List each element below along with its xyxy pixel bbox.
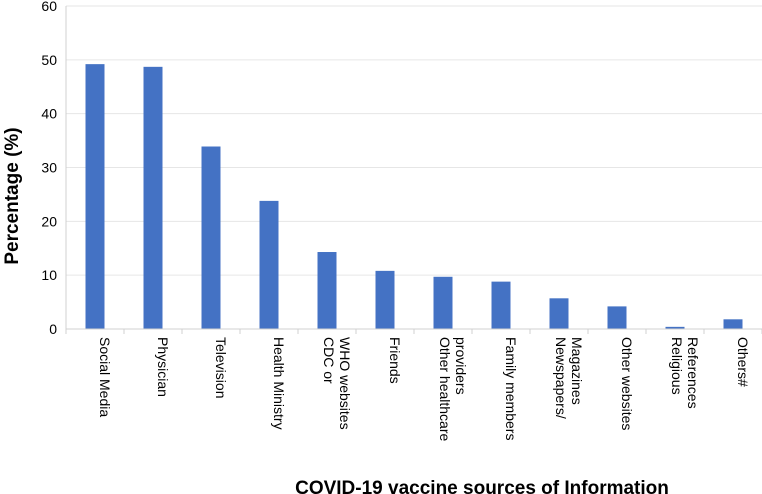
x-category-label: CDC or <box>321 337 337 384</box>
bar <box>549 298 569 329</box>
x-category-label: Magazines <box>569 337 585 405</box>
x-category-label: Television <box>213 337 229 398</box>
bar <box>201 146 221 329</box>
y-tick-label: 60 <box>41 0 57 14</box>
bar <box>433 276 453 329</box>
x-axis-title: COVID-19 vaccine sources of Information <box>295 478 669 494</box>
bar <box>607 306 627 329</box>
x-category-label: Physician <box>155 337 171 397</box>
bar <box>259 200 279 329</box>
y-tick-labels: 0 10 20 30 40 50 60 <box>41 0 57 337</box>
bar <box>375 270 395 329</box>
gridlines <box>66 5 762 276</box>
y-tick-label: 50 <box>41 52 57 68</box>
bars <box>85 64 743 329</box>
y-tick-label: 20 <box>41 213 57 229</box>
x-category-label: Social Media <box>97 337 113 417</box>
bar <box>85 64 105 329</box>
x-category-label: Other healthcare <box>437 337 453 441</box>
bar <box>143 66 163 329</box>
bar <box>491 281 511 329</box>
bar <box>723 319 743 329</box>
x-category-label: Other websites <box>619 337 635 430</box>
x-category-label: Friends <box>387 337 403 384</box>
bar <box>317 252 337 329</box>
axes <box>65 6 762 334</box>
x-category-label: Health Ministry <box>271 337 287 430</box>
x-category-label: Religious <box>669 337 685 395</box>
x-category-label: WHO websites <box>337 337 353 430</box>
x-category-label: Family members <box>503 337 519 440</box>
x-category-label: Newspapers/ <box>553 337 569 419</box>
y-tick-label: 40 <box>41 106 57 122</box>
bar <box>665 326 685 329</box>
x-category-label: References <box>685 337 701 409</box>
y-tick-label: 10 <box>41 267 57 283</box>
x-category-label: Others# <box>735 337 751 387</box>
y-tick-label: 0 <box>49 321 57 337</box>
y-tick-label: 30 <box>41 160 57 176</box>
y-axis-title: Percentage (%) <box>2 127 23 264</box>
x-category-label: providers <box>453 337 469 395</box>
x-category-labels: Social Media Physician Television Health Mi… <box>97 337 751 441</box>
